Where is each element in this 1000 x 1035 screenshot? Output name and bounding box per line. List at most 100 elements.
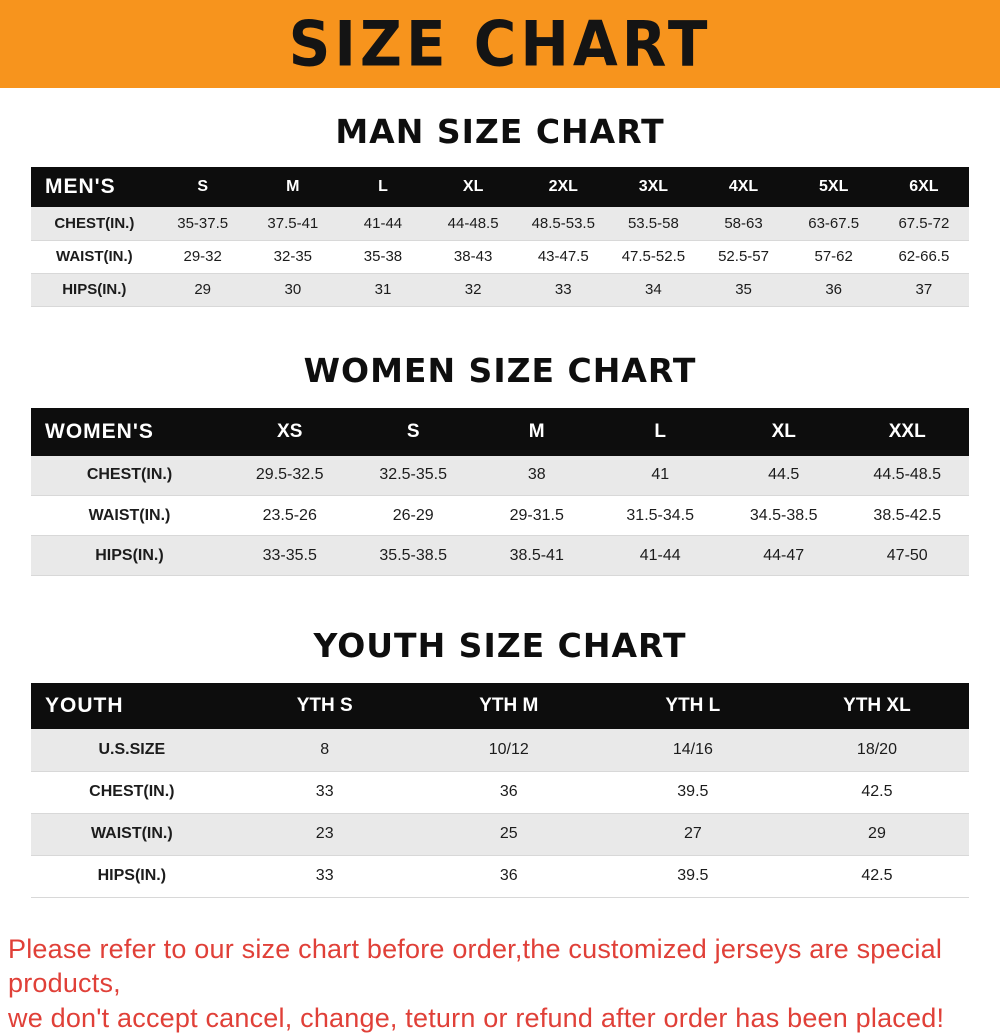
size-value-cell: 39.5 — [601, 855, 785, 897]
size-column-header: M — [248, 167, 338, 207]
table-corner-label: YOUTH — [31, 683, 233, 729]
size-value-cell: 48.5-53.5 — [518, 207, 608, 240]
size-value-cell: 35 — [698, 273, 788, 306]
footer-note: Please refer to our size chart before or… — [0, 932, 1000, 1035]
size-column-header: S — [351, 408, 475, 456]
size-value-cell: 34.5-38.5 — [722, 496, 846, 536]
size-column-header: 6XL — [879, 167, 969, 207]
size-value-cell: 43-47.5 — [518, 240, 608, 273]
size-column-header: L — [598, 408, 722, 456]
size-column-header: 3XL — [608, 167, 698, 207]
row-label: HIPS(IN.) — [31, 855, 233, 897]
women-size-heading: WOMEN SIZE CHART — [0, 351, 1000, 390]
size-value-cell: 37 — [879, 273, 969, 306]
size-value-cell: 36 — [789, 273, 879, 306]
size-value-cell: 36 — [417, 771, 601, 813]
size-column-header: M — [475, 408, 599, 456]
table-corner-label: WOMEN'S — [31, 408, 228, 456]
size-value-cell: 23 — [233, 813, 417, 855]
size-column-header: YTH M — [417, 683, 601, 729]
size-value-cell: 35-37.5 — [158, 207, 248, 240]
size-value-cell: 30 — [248, 273, 338, 306]
size-value-cell: 32-35 — [248, 240, 338, 273]
size-value-cell: 8 — [233, 729, 417, 771]
size-value-cell: 41-44 — [338, 207, 428, 240]
size-value-cell: 36 — [417, 855, 601, 897]
size-value-cell: 32 — [428, 273, 518, 306]
row-label: CHEST(IN.) — [31, 771, 233, 813]
row-label: U.S.SIZE — [31, 729, 233, 771]
size-value-cell: 47.5-52.5 — [608, 240, 698, 273]
size-column-header: XL — [428, 167, 518, 207]
size-value-cell: 38.5-42.5 — [845, 496, 969, 536]
size-value-cell: 44.5 — [722, 456, 846, 496]
size-value-cell: 31 — [338, 273, 428, 306]
size-value-cell: 57-62 — [789, 240, 879, 273]
size-value-cell: 29.5-32.5 — [228, 456, 352, 496]
size-column-header: XXL — [845, 408, 969, 456]
table-corner-label: MEN'S — [31, 167, 158, 207]
size-column-header: 4XL — [698, 167, 788, 207]
size-column-header: 2XL — [518, 167, 608, 207]
size-value-cell: 67.5-72 — [879, 207, 969, 240]
man-size-heading: MAN SIZE CHART — [0, 112, 1000, 151]
row-label: HIPS(IN.) — [31, 273, 158, 306]
size-value-cell: 26-29 — [351, 496, 475, 536]
size-value-cell: 10/12 — [417, 729, 601, 771]
size-chart-banner: SIZE CHART — [0, 0, 1000, 88]
size-column-header: YTH XL — [785, 683, 969, 729]
size-value-cell: 38.5-41 — [475, 536, 599, 576]
size-column-header: XL — [722, 408, 846, 456]
size-value-cell: 23.5-26 — [228, 496, 352, 536]
size-value-cell: 32.5-35.5 — [351, 456, 475, 496]
size-value-cell: 42.5 — [785, 855, 969, 897]
size-value-cell: 33 — [233, 771, 417, 813]
size-value-cell: 38-43 — [428, 240, 518, 273]
size-value-cell: 42.5 — [785, 771, 969, 813]
size-value-cell: 29 — [785, 813, 969, 855]
size-value-cell: 47-50 — [845, 536, 969, 576]
size-column-header: XS — [228, 408, 352, 456]
size-value-cell: 44-47 — [722, 536, 846, 576]
size-value-cell: 14/16 — [601, 729, 785, 771]
banner-title: SIZE CHART — [289, 7, 712, 80]
size-value-cell: 39.5 — [601, 771, 785, 813]
size-value-cell: 41-44 — [598, 536, 722, 576]
row-label: WAIST(IN.) — [31, 496, 228, 536]
size-column-header: 5XL — [789, 167, 879, 207]
size-value-cell: 53.5-58 — [608, 207, 698, 240]
size-value-cell: 29 — [158, 273, 248, 306]
size-value-cell: 25 — [417, 813, 601, 855]
size-value-cell: 44.5-48.5 — [845, 456, 969, 496]
size-column-header: L — [338, 167, 428, 207]
size-column-header: YTH L — [601, 683, 785, 729]
row-label: CHEST(IN.) — [31, 207, 158, 240]
size-value-cell: 18/20 — [785, 729, 969, 771]
size-column-header: S — [158, 167, 248, 207]
size-value-cell: 31.5-34.5 — [598, 496, 722, 536]
size-value-cell: 41 — [598, 456, 722, 496]
footer-line-1: Please refer to our size chart before or… — [8, 932, 992, 1001]
size-value-cell: 29-31.5 — [475, 496, 599, 536]
size-value-cell: 33-35.5 — [228, 536, 352, 576]
size-value-cell: 33 — [518, 273, 608, 306]
size-value-cell: 35.5-38.5 — [351, 536, 475, 576]
size-value-cell: 34 — [608, 273, 698, 306]
